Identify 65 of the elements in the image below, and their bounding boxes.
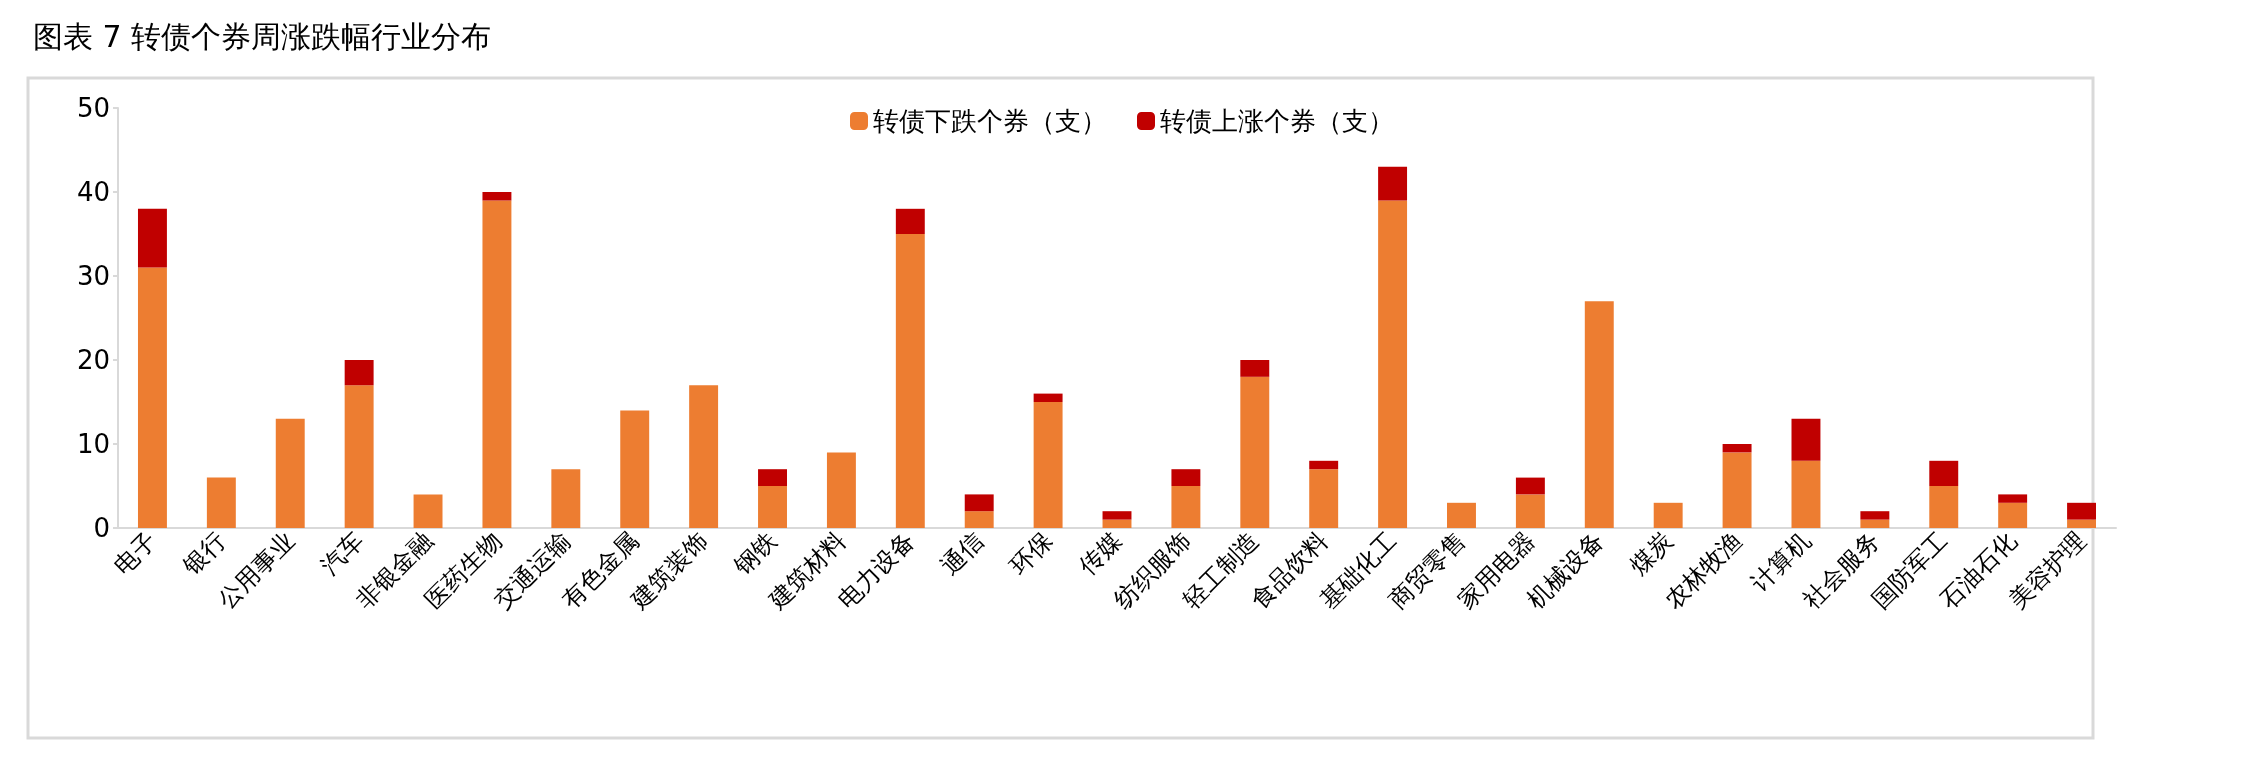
bar <box>1722 452 1752 528</box>
x-tick-label: 银行 <box>176 526 232 581</box>
x-tick-label: 传媒 <box>1073 526 1127 580</box>
bar <box>1584 301 1614 528</box>
x-tick-label: 煤炭 <box>1624 526 1679 580</box>
bar <box>1515 494 1545 528</box>
y-tick-label: 40 <box>76 177 110 207</box>
x-tick-label: 汽车 <box>315 526 370 580</box>
y-tick-label: 30 <box>76 261 110 291</box>
bar <box>964 511 994 528</box>
bar <box>1998 502 2028 528</box>
bar <box>137 267 167 528</box>
bar <box>1033 402 1063 528</box>
bar <box>344 385 374 528</box>
bar <box>1998 494 2028 503</box>
bar <box>1171 486 1201 528</box>
bar <box>551 469 581 528</box>
bar <box>482 192 512 201</box>
bar <box>1240 360 1270 377</box>
bar <box>482 200 512 528</box>
bar <box>1033 393 1063 402</box>
bar <box>2067 502 2097 520</box>
legend-label: 转债下跌个券（支） <box>873 106 1107 136</box>
bar <box>964 494 994 512</box>
bar <box>413 494 443 528</box>
y-tick-label: 50 <box>76 93 110 123</box>
bar <box>1860 519 1890 528</box>
bar <box>1791 418 1821 461</box>
bar <box>206 477 236 528</box>
bar <box>1240 376 1270 528</box>
bar <box>1860 511 1890 520</box>
bar <box>620 410 650 528</box>
bar <box>137 208 167 268</box>
bar <box>344 360 374 386</box>
bar <box>1378 166 1408 201</box>
x-tick-label: 环保 <box>1004 526 1058 580</box>
x-tick-label: 通信 <box>935 526 990 580</box>
bar <box>1447 502 1476 528</box>
legend-label: 转债上涨个券（支） <box>1160 106 1394 136</box>
bar <box>1309 460 1339 470</box>
bar <box>895 208 925 234</box>
bar <box>689 385 719 528</box>
bar <box>1309 469 1339 528</box>
chart-title: 图表 7 转债个券周涨跌幅行业分布 <box>33 18 492 54</box>
bar <box>758 469 787 486</box>
bar <box>1102 511 1132 520</box>
bar <box>826 452 856 528</box>
x-tick-label: 钢铁 <box>727 526 783 581</box>
bar <box>895 234 925 528</box>
bar <box>1515 477 1545 495</box>
bar <box>1722 444 1752 453</box>
y-tick-label: 0 <box>93 513 110 543</box>
y-tick-label: 20 <box>76 345 110 375</box>
bar <box>1929 486 1959 528</box>
bar <box>1171 469 1201 486</box>
bar <box>1378 200 1408 528</box>
bar <box>758 486 787 528</box>
y-tick-label: 10 <box>76 429 110 459</box>
bar <box>275 418 305 528</box>
bar <box>1102 519 1132 528</box>
bar <box>1791 460 1821 528</box>
x-tick-label: 电子 <box>108 526 163 580</box>
bar <box>2067 519 2097 528</box>
bar <box>1653 502 1683 528</box>
bar <box>1929 460 1959 486</box>
